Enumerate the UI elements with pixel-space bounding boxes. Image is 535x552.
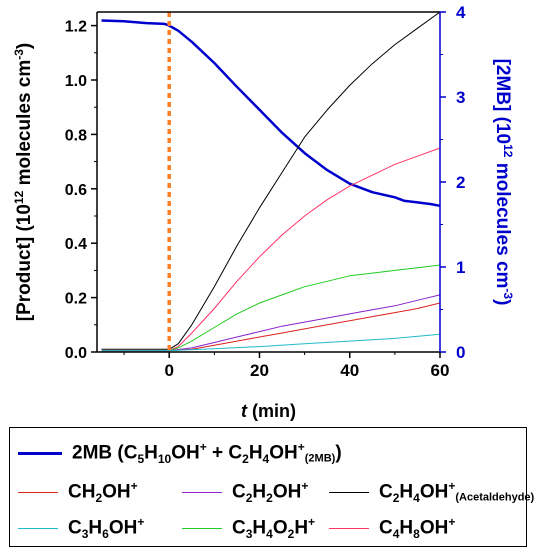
y-left-tick-label: 0.4	[65, 236, 87, 253]
y-left-tick-label: 1.0	[65, 73, 87, 90]
x-tick-label: 60	[431, 361, 450, 380]
y-right-tick-label: 3	[456, 88, 465, 107]
y-left-tick-label: 0.2	[65, 291, 87, 308]
x-axis-label: t (min)	[241, 401, 296, 421]
x-tick-label: 20	[250, 361, 269, 380]
series-line-ch2oh	[101, 302, 441, 352]
y-left-tick-label: 0.0	[65, 345, 87, 362]
y-left-tick-label: 1.2	[65, 19, 87, 36]
series-line-c3h6oh	[101, 333, 441, 352]
legend: 2MB (C5H10OH+ + C2H4OH+(2MB)) CH2OH+ C2H2O…	[9, 427, 534, 547]
x-tick-label: 0	[164, 361, 173, 380]
legend-label-c3h6oh: C3H6OH+	[68, 514, 145, 542]
legend-item-c3h6oh: C3H6OH+	[18, 513, 144, 543]
legend-swatch-ch2oh	[18, 491, 58, 493]
y-right-tick-label: 1	[456, 258, 465, 277]
y-right-tick-label: 0	[456, 343, 465, 362]
y-right-tick-label: 2	[456, 173, 465, 192]
series-line-c2h2oh	[101, 294, 441, 352]
x-tick-label: 40	[340, 361, 359, 380]
legend-item-c3h4o2h: C3H4O2H+	[182, 513, 315, 543]
legend-item-2mb: 2MB (C5H10OH+ + C2H4OH+(2MB))	[18, 438, 342, 468]
series-line-2mb	[101, 19, 441, 208]
legend-label-c2h4oh_acet: C2H4OH+(Acetaldehyde)	[379, 478, 535, 506]
legend-swatch-c2h2oh	[182, 491, 222, 493]
series-line-c4h8oh	[101, 147, 441, 352]
legend-swatch-c3h4o2h	[182, 527, 222, 529]
legend-swatch-c2h4oh_acet	[329, 491, 369, 493]
y-left-axis-label: [Product] (1012 molecules cm-3)	[12, 43, 35, 322]
y-right-tick-label: 4	[456, 3, 466, 22]
series-line-c3h4o2h	[101, 264, 441, 352]
legend-label-ch2oh: CH2OH+	[68, 478, 138, 506]
y-left-tick-label: 0.6	[65, 182, 87, 199]
legend-item-c2h2oh: C2H2OH+	[182, 477, 308, 507]
legend-item-ch2oh: CH2OH+	[18, 477, 138, 507]
legend-label-c3h4o2h: C3H4O2H+	[232, 514, 316, 542]
legend-swatch-2mb	[18, 451, 62, 455]
legend-item-c4h8oh: C4H8OH+	[329, 513, 455, 543]
legend-item-c2h4oh_acet: C2H4OH+(Acetaldehyde)	[329, 477, 534, 507]
series-line-c2h4oh_acet	[101, 11, 441, 350]
legend-label-2mb: 2MB (C5H10OH+ + C2H4OH+(2MB))	[72, 439, 342, 467]
legend-swatch-c4h8oh	[329, 527, 369, 529]
legend-label-c2h2oh: C2H2OH+	[232, 478, 309, 506]
legend-label-c4h8oh: C4H8OH+	[379, 514, 456, 542]
y-left-tick-label: 0.8	[65, 127, 87, 144]
legend-swatch-c3h6oh	[18, 527, 58, 529]
y-right-axis-label: [2MB] (1012 molecules cm-3)	[492, 59, 515, 306]
